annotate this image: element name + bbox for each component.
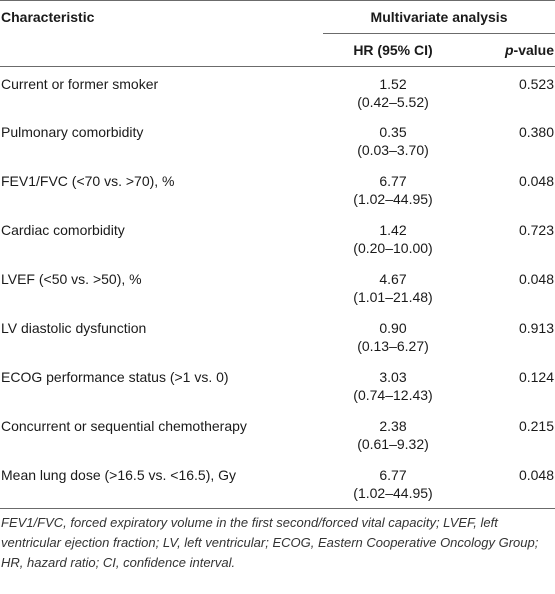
ci-value: (1.01–21.48) [353, 288, 433, 305]
p-value-cell: 0.048 [518, 270, 555, 287]
p-value-cell: 0.380 [518, 123, 555, 140]
table-row: Concurrent or sequential chemotherapy 2.3… [0, 410, 555, 459]
characteristic-cell: ECOG performance status (>1 vs. 0) [1, 368, 229, 385]
ci-value: (0.42–5.52) [357, 94, 429, 110]
characteristic-cell: Concurrent or sequential chemotherapy [1, 417, 247, 434]
header-p-italic: p [504, 42, 514, 58]
hr-value: 0.35 [379, 123, 407, 140]
p-value-cell: 0.523 [518, 76, 555, 92]
characteristic-cell: LVEF (<50 vs. >50), % [1, 270, 142, 287]
ci-value: (0.74–12.43) [353, 386, 433, 403]
ci-value: (0.13–6.27) [357, 337, 429, 354]
table-row: Mean lung dose (>16.5 vs. <16.5), Gy 6.77… [0, 458, 555, 509]
hr-cell: 1.52 (0.42–5.52) [323, 67, 463, 116]
characteristic-cell: Pulmonary comorbidity [1, 123, 144, 140]
header-characteristic: Characteristic [1, 9, 95, 26]
table-row: Current or former smoker 1.52 (0.42–5.52) 0… [0, 67, 555, 116]
p-value-cell: 0.048 [518, 172, 555, 189]
p-value-cell: 0.723 [518, 221, 555, 238]
header-p-value: p-value [463, 33, 555, 67]
hr-value: 2.38 [379, 417, 407, 434]
characteristic-cell: Cardiac comorbidity [1, 221, 125, 238]
p-value-cell: 0.124 [518, 368, 555, 385]
hr-cell: 6.77 (1.02–44.95) [323, 458, 463, 509]
hr-value: 6.77 [379, 466, 407, 483]
hr-value: 1.42 [379, 221, 407, 238]
hr-cell: 0.90 (0.13–6.27) [323, 312, 463, 361]
table-row: Cardiac comorbidity 1.42 (0.20–10.00) 0.723 [0, 214, 555, 263]
multivariate-table: Characteristic Multivariate analysis HR … [0, 0, 555, 509]
hr-cell: 2.38 (0.61–9.32) [323, 410, 463, 459]
header-multivariate-analysis: Multivariate analysis [323, 0, 555, 34]
header-hr: HR (95% CI) [323, 33, 463, 67]
ci-value: (0.61–9.32) [357, 435, 429, 452]
p-value-cell: 0.048 [463, 458, 555, 509]
hr-value: 1.52 [379, 76, 407, 92]
characteristic-cell: FEV1/FVC (<70 vs. >70), % [1, 172, 175, 189]
p-value-cell: 0.215 [518, 417, 555, 434]
ci-value: (1.02–44.95) [353, 484, 433, 501]
p-value-cell: 0.913 [518, 319, 555, 336]
hr-cell: 0.35 (0.03–3.70) [323, 116, 463, 165]
table-row: FEV1/FVC (<70 vs. >70), % 6.77 (1.02–44.95… [0, 165, 555, 214]
table-row: Pulmonary comorbidity 0.35 (0.03–3.70) 0.38… [0, 116, 555, 165]
header-p-suffix: -value [513, 42, 555, 58]
ci-value: (0.20–10.00) [353, 239, 433, 256]
hr-cell: 4.67 (1.01–21.48) [323, 263, 463, 312]
ci-value: (0.03–3.70) [357, 141, 429, 158]
hr-value: 6.77 [379, 172, 407, 189]
table-row: LV diastolic dysfunction 0.90 (0.13–6.27) 0… [0, 312, 555, 361]
hr-cell: 3.03 (0.74–12.43) [323, 361, 463, 410]
table-row: LVEF (<50 vs. >50), % 4.67 (1.01–21.48) 0.0… [0, 263, 555, 312]
characteristic-cell: LV diastolic dysfunction [1, 319, 147, 336]
ci-value: (1.02–44.95) [353, 190, 433, 207]
table-row: ECOG performance status (>1 vs. 0) 3.03 (0… [0, 361, 555, 410]
characteristic-cell: Mean lung dose (>16.5 vs. <16.5), Gy [0, 458, 323, 509]
hr-value: 3.03 [379, 368, 407, 385]
header-empty-cell [0, 33, 323, 67]
hr-cell: 1.42 (0.20–10.00) [323, 214, 463, 263]
table-footnote: FEV1/FVC, forced expiratory volume in th… [1, 515, 539, 570]
characteristic-cell: Current or former smoker [1, 76, 159, 92]
hr-cell: 6.77 (1.02–44.95) [323, 165, 463, 214]
hr-value: 4.67 [379, 270, 407, 287]
hr-value: 0.90 [379, 319, 407, 336]
